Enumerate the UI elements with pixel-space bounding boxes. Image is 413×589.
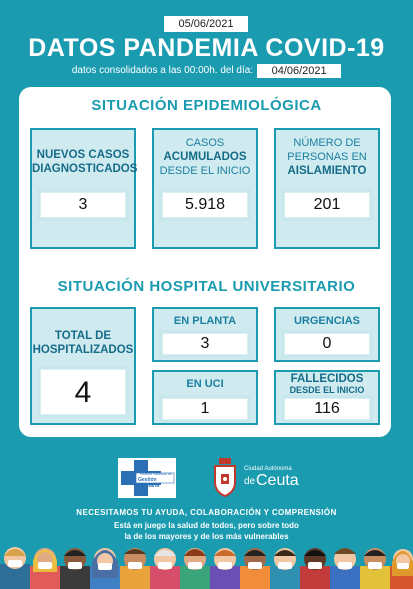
ceuta-main-text: Ceuta xyxy=(256,472,299,489)
subtitle-text: datos consolidados a las 00:00h. del día… xyxy=(71,65,254,76)
ceuta-logo: Ciudad Autónoma de Ceuta xyxy=(212,456,322,500)
person-figure-4 xyxy=(90,548,120,589)
new-cases-value: 3 xyxy=(40,192,126,218)
new-cases-card: NUEVOS CASOS DIAGNOSTICADOS 3 xyxy=(30,128,138,249)
ingesa-small-text: Instituto Nacional de xyxy=(140,472,172,476)
footer-line-2: Está en juego la salud de todos, pero so… xyxy=(114,521,299,530)
person-figure-13 xyxy=(360,548,390,589)
isolation-value: 201 xyxy=(284,192,370,218)
isolation-card: NÚMERO DE PERSONAS EN AISLAMIENTO 201 xyxy=(274,128,380,249)
deaths-card: FALLECIDOS DESDE EL INICIO 116 xyxy=(274,370,380,425)
epidemiological-heading: SITUACIÓN EPIDEMIOLÓGICA xyxy=(91,97,322,114)
person-figure-14 xyxy=(390,549,413,589)
data-date: 04/06/2021 xyxy=(257,64,342,78)
person-figure-9 xyxy=(240,548,270,589)
icu-value: 1 xyxy=(162,398,248,420)
deaths-value: 116 xyxy=(284,398,370,420)
footer-line-3: la de los mayores y de los más vulnerabl… xyxy=(124,532,289,541)
total-value: 4 xyxy=(40,369,126,415)
footer-slogan: NECESITAMOS TU AYUDA, COLABORACIÓN Y COM… xyxy=(76,508,337,517)
person-figure-5 xyxy=(120,548,150,589)
isolation-label-1: NÚMERO DE xyxy=(293,137,361,149)
crowd-illustration xyxy=(0,547,413,589)
person-figure-11 xyxy=(300,548,330,589)
ceuta-de-text: de xyxy=(244,476,256,487)
report-date: 05/06/2021 xyxy=(164,16,248,32)
ingesa-main-text: Gestión Sanitaria xyxy=(138,477,160,489)
new-cases-label-2: DIAGNOSTICADOS xyxy=(32,163,138,175)
ingesa-logo: Instituto Nacional de Gestión Sanitaria xyxy=(118,458,176,498)
cumulative-label-2: ACUMULADOS xyxy=(163,151,247,163)
cumulative-label-3: DESDE EL INICIO xyxy=(159,165,251,177)
deaths-label-2: DESDE EL INICIO xyxy=(289,385,365,395)
total-label-1: TOTAL DE xyxy=(54,330,112,342)
cumulative-cases-card: CASOS ACUMULADOS DESDE EL INICIO 5.918 xyxy=(152,128,258,249)
ward-value: 3 xyxy=(162,333,248,355)
person-figure-8 xyxy=(210,548,240,589)
person-figure-1 xyxy=(0,547,30,589)
ceuta-coat-of-arms-icon xyxy=(214,458,236,498)
icu-label: EN UCI xyxy=(186,378,224,390)
isolation-label-3: AISLAMIENTO xyxy=(287,165,367,177)
hospital-heading: SITUACIÓN HOSPITAL UNIVERSITARIO xyxy=(57,278,356,295)
person-figure-3 xyxy=(60,548,90,589)
total-label-2: HOSPITALIZADOS xyxy=(32,344,134,356)
emergency-card: URGENCIAS 0 xyxy=(274,307,380,362)
emergency-value: 0 xyxy=(284,333,370,355)
ward-label: EN PLANTA xyxy=(173,315,237,327)
page-title: DATOS PANDEMIA COVID-19 xyxy=(28,34,385,62)
deaths-label-1: FALLECIDOS xyxy=(290,373,364,385)
cumulative-value: 5.918 xyxy=(162,192,248,218)
person-figure-7 xyxy=(180,548,210,589)
emergency-label: URGENCIAS xyxy=(293,315,360,327)
cumulative-label-1: CASOS xyxy=(185,137,225,149)
person-figure-2 xyxy=(30,548,60,589)
ward-card: EN PLANTA 3 xyxy=(152,307,258,362)
icu-card: EN UCI 1 xyxy=(152,370,258,425)
total-hospitalized-card: TOTAL DE HOSPITALIZADOS 4 xyxy=(30,307,136,425)
person-figure-12 xyxy=(330,548,360,589)
ceuta-small-text: Ciudad Autónoma xyxy=(244,466,292,472)
new-cases-label-1: NUEVOS CASOS xyxy=(36,149,130,161)
person-figure-6 xyxy=(150,548,180,589)
subtitle-row: datos consolidados a las 00:00h. del día… xyxy=(0,64,413,78)
person-figure-10 xyxy=(270,548,300,589)
logos-row: Instituto Nacional de Gestión Sanitaria … xyxy=(0,454,413,506)
isolation-label-2: PERSONAS EN xyxy=(287,151,367,163)
